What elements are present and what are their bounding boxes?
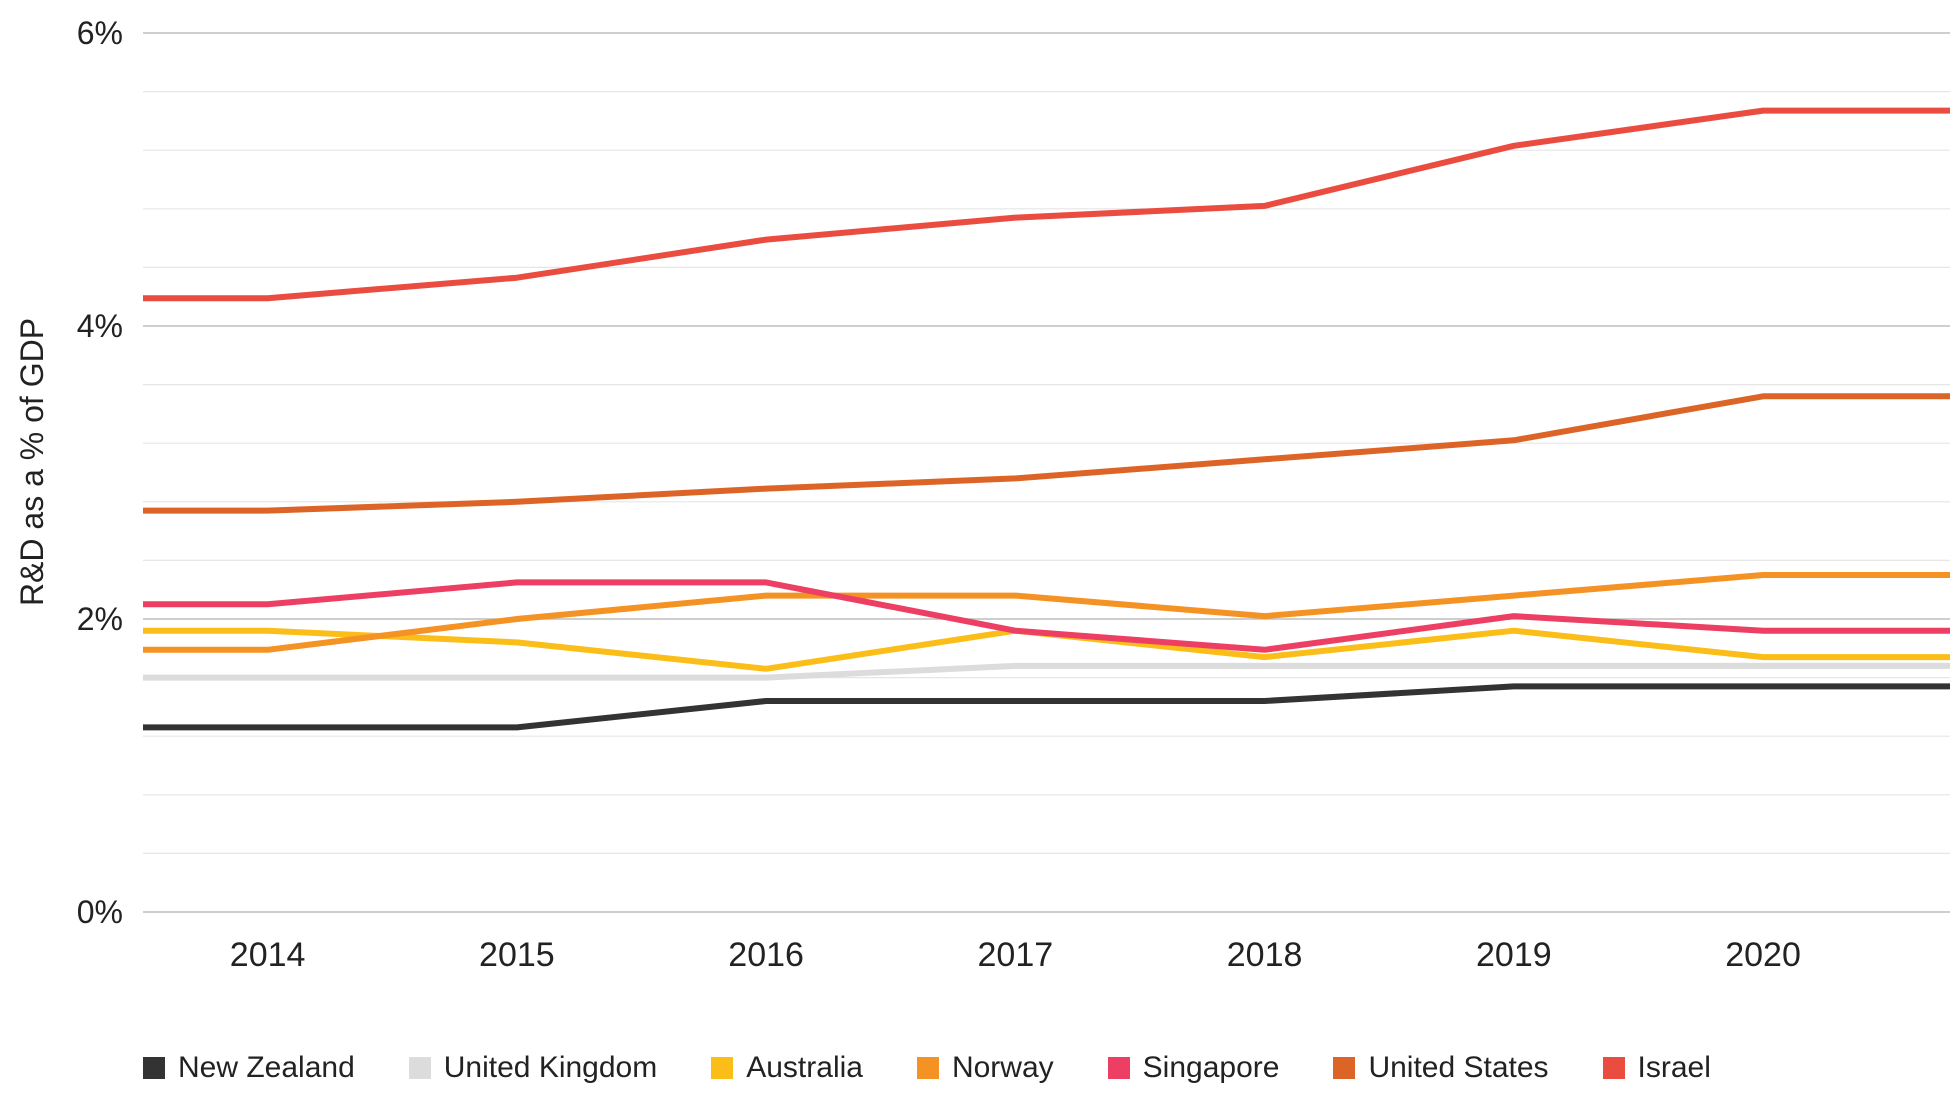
series-lines xyxy=(143,107,1950,731)
legend-label: Australia xyxy=(746,1051,863,1084)
legend-label: United Kingdom xyxy=(443,1051,658,1084)
legend-swatch xyxy=(711,1057,734,1079)
series-line-united-kingdom xyxy=(143,662,1950,681)
legend-item: Singapore xyxy=(1107,1051,1280,1085)
x-tick-label: 2018 xyxy=(1227,936,1303,974)
x-tick-label: 2016 xyxy=(728,936,804,974)
series-line-united-states xyxy=(143,393,1950,514)
x-tick-label: 2017 xyxy=(978,936,1054,974)
y-tick-label: 6% xyxy=(77,15,123,51)
legend-swatch xyxy=(1107,1057,1130,1079)
legend-item: New Zealand xyxy=(143,1051,355,1085)
legend-swatch xyxy=(143,1057,165,1079)
series-line-norway xyxy=(143,572,1950,653)
x-tick-label: 2014 xyxy=(230,936,306,974)
legend-item: Australia xyxy=(711,1051,863,1085)
legend-swatch xyxy=(1602,1057,1625,1079)
line-chart: 0% 2% 4% 6% 2014 2015 2016 2017 2018 2019 2020 R&… xyxy=(14,15,1950,974)
series-line-new-zealand xyxy=(143,683,1950,731)
y-tick-label: 2% xyxy=(77,601,123,637)
y-axis-ticks: 0% 2% 4% 6% xyxy=(77,15,123,930)
grid xyxy=(143,32,1950,913)
x-tick-label: 2019 xyxy=(1476,936,1552,974)
chart: 0% 2% 4% 6% 2014 2015 2016 2017 2018 2019 2020 R&… xyxy=(14,15,1950,974)
x-tick-label: 2015 xyxy=(479,936,555,974)
legend: New Zealand United Kingdom Australia Norway… xyxy=(143,1048,1765,1088)
legend-label: New Zealand xyxy=(178,1051,355,1084)
x-tick-label: 2020 xyxy=(1725,936,1801,974)
legend-label: Singapore xyxy=(1142,1051,1280,1084)
legend-swatch xyxy=(916,1057,939,1079)
y-tick-label: 0% xyxy=(77,894,123,930)
legend-item: United Kingdom xyxy=(408,1051,658,1085)
legend-label: Norway xyxy=(951,1051,1054,1084)
legend-swatch xyxy=(1333,1057,1356,1079)
legend-item: Norway xyxy=(916,1051,1054,1085)
y-axis-label: R&D as a % of GDP xyxy=(14,318,50,606)
y-tick-label: 4% xyxy=(77,308,123,344)
legend-item: United States xyxy=(1333,1051,1549,1085)
legend-label: United States xyxy=(1368,1051,1549,1084)
series-line-singapore xyxy=(143,579,1950,653)
legend-label: Israel xyxy=(1637,1051,1711,1084)
legend-swatch xyxy=(408,1057,431,1079)
series-line-israel xyxy=(143,107,1950,302)
x-axis-ticks: 2014 2015 2016 2017 2018 2019 2020 xyxy=(230,936,1801,974)
legend-item: Israel xyxy=(1602,1051,1711,1085)
